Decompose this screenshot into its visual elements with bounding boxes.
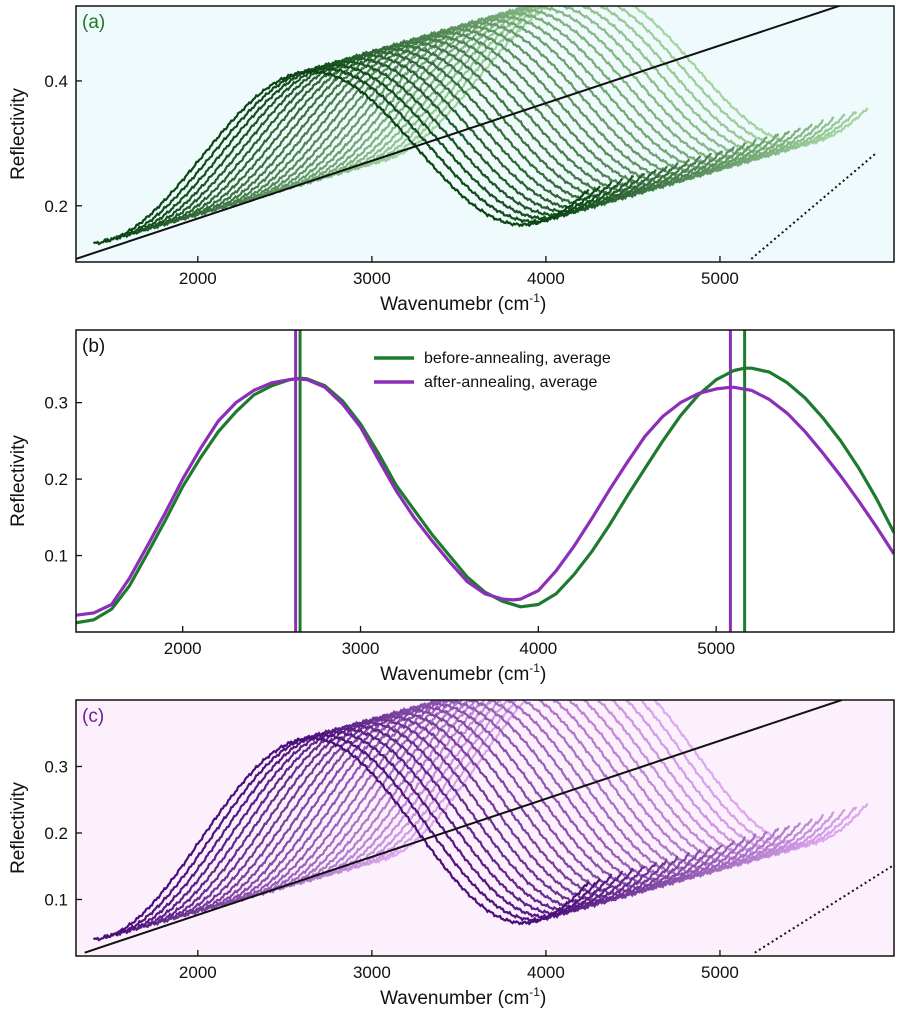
- waterfall-curve: [293, 700, 791, 885]
- series-line-1: [76, 377, 894, 617]
- panel-a-ticks: 2000 3000 4000 5000 0.2 0.4: [44, 72, 739, 288]
- waterfall-curve: [204, 704, 702, 911]
- y-tick-label: 0.2: [44, 824, 68, 843]
- waterfall-curve: [304, 700, 802, 883]
- panel-c-x-axis-label: Wavenumber (cm-1): [380, 985, 546, 1009]
- waterfall-curve: [170, 713, 668, 920]
- guide-line-solid: [84, 700, 843, 954]
- panel-a-guide-lines: [76, 6, 878, 260]
- panel-b-legend: before-annealing, average after-annealin…: [374, 350, 611, 391]
- x-tick-label: 3000: [353, 963, 391, 982]
- y-tick-label: 0.4: [44, 72, 68, 91]
- x-tick-label: 2000: [164, 639, 202, 658]
- waterfall-curve: [148, 52, 646, 230]
- y-tick-label: 0.3: [44, 394, 68, 413]
- panel-a-plot-area: [76, 6, 894, 262]
- x-tick-label: 2000: [179, 269, 217, 288]
- x-tick-label: 5000: [701, 269, 739, 288]
- waterfall-curve: [92, 735, 590, 942]
- waterfall-curve: [226, 700, 724, 904]
- waterfall-curve: [282, 700, 780, 889]
- panel-b-x-axis-label: Wavenumebr (cm-1): [380, 661, 546, 685]
- panel-c-guide-lines: [84, 700, 894, 954]
- panel-a-frame: [75, 5, 895, 263]
- waterfall-curve: [326, 700, 825, 876]
- waterfall-curve: [115, 62, 613, 240]
- waterfall-curve: [115, 729, 613, 937]
- waterfall-curve: [338, 700, 835, 874]
- panel-c-frame: [75, 699, 895, 957]
- waterfall-curve: [103, 65, 601, 242]
- waterfall-curve: [137, 55, 635, 233]
- waterfall-curve: [315, 700, 813, 880]
- waterfall-curve: [237, 700, 735, 901]
- panel-a-label: (a): [82, 12, 105, 33]
- waterfall-curve: [103, 732, 602, 939]
- x-tick-label: 4000: [527, 963, 565, 982]
- panel-b-plot-area: [76, 330, 894, 632]
- waterfall-curve: [348, 700, 846, 871]
- waterfall-curve: [148, 719, 646, 927]
- panel-c-y-axis-label: Reflectivity: [8, 782, 29, 874]
- waterfall-curve: [270, 700, 768, 893]
- panel-b-chart: 2000 3000 4000 5000 0.1 0.2 0.3 before-anneali…: [8, 329, 895, 685]
- panel-a-y-axis-label: Reflectivity: [8, 88, 29, 180]
- guide-line-dotted: [750, 151, 878, 260]
- legend-label-before: before-annealing, average: [424, 350, 611, 367]
- panel-b-series: [76, 366, 894, 625]
- panel-c-plot-area: [76, 700, 894, 956]
- panel-a-curves: [92, 6, 869, 246]
- panel-a-x-axis-label: Wavenumebr (cm-1): [380, 291, 546, 315]
- x-tick-label: 5000: [701, 963, 739, 982]
- panel-b-ticks: 2000 3000 4000 5000 0.1 0.2 0.3: [44, 394, 735, 658]
- y-tick-label: 0.2: [44, 197, 68, 216]
- panel-b-frame: [75, 329, 895, 633]
- x-tick-label: 2000: [179, 963, 217, 982]
- legend-label-after: after-annealing, average: [424, 374, 598, 391]
- panel-a-chart: 2000 3000 4000 5000 0.2 0.4 (a) Wavenumebr (c…: [8, 5, 895, 315]
- panel-c-label: (c): [82, 706, 104, 727]
- waterfall-curve: [126, 59, 624, 237]
- y-tick-label: 0.1: [44, 547, 68, 566]
- x-tick-label: 3000: [353, 269, 391, 288]
- waterfall-curve: [215, 700, 712, 907]
- waterfall-curve: [360, 700, 858, 867]
- x-tick-label: 5000: [697, 639, 735, 658]
- y-tick-label: 0.3: [44, 757, 68, 776]
- y-tick-label: 0.1: [44, 890, 68, 909]
- waterfall-curve: [181, 709, 679, 917]
- waterfall-curve: [126, 726, 624, 934]
- x-tick-label: 4000: [519, 639, 557, 658]
- panel-b-y-axis-label: Reflectivity: [8, 435, 29, 527]
- guide-line-solid: [76, 6, 843, 260]
- panel-b-label: (b): [82, 336, 105, 357]
- x-tick-label: 3000: [342, 639, 380, 658]
- panel-c-chart: 2000 3000 4000 5000 0.1 0.2 0.3 (c) Wavenumber…: [8, 699, 895, 1009]
- waterfall-curve: [370, 700, 869, 864]
- panel-c-ticks: 2000 3000 4000 5000 0.1 0.2 0.3: [44, 757, 739, 982]
- y-tick-label: 0.2: [44, 470, 68, 489]
- waterfall-curve: [248, 700, 747, 898]
- waterfall-curve: [137, 722, 635, 930]
- waterfall-curve: [159, 717, 657, 924]
- x-tick-label: 4000: [527, 269, 565, 288]
- panel-c-curves: [92, 700, 869, 942]
- waterfall-curve: [92, 69, 590, 246]
